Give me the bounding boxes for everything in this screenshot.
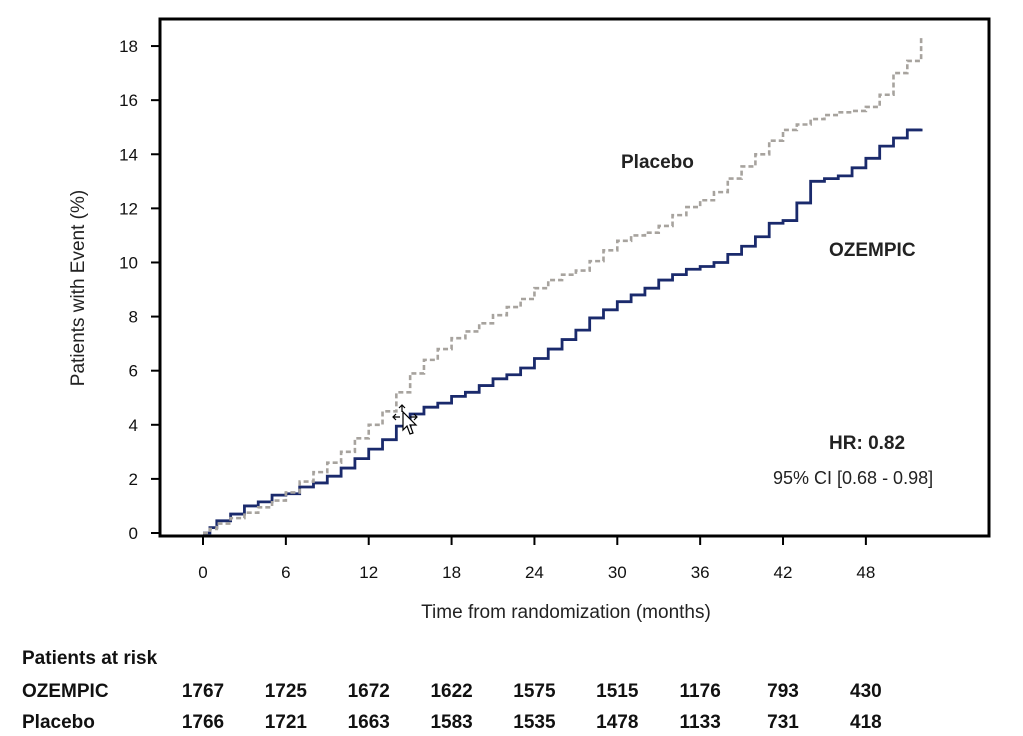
x-tick-label: 48 [856,563,875,582]
y-axis-title: Patients with Event (%) [68,190,89,386]
x-tick-label: 6 [281,563,290,582]
y-tick-label: 4 [129,416,138,435]
y-tick-label: 12 [119,199,138,218]
y-tick-label: 14 [119,145,138,164]
y-axis: 0 2 4 6 8 10 12 14 16 18 [119,37,160,543]
series-layer [203,35,923,535]
x-tick-label: 0 [198,563,207,582]
series-line-placebo [203,35,923,535]
x-tick-label: 24 [525,563,544,582]
y-tick-label: 6 [129,362,138,381]
risk-value: 1663 [347,712,390,733]
risk-row-name: OZEMPIC [22,681,109,702]
risk-value: 1583 [430,712,473,733]
risk-value: 793 [767,681,799,702]
y-tick-label: 2 [129,470,138,489]
risk-row-name: Placebo [22,712,95,733]
risk-value: 1672 [347,681,390,702]
risk-value: 1721 [264,712,307,733]
risk-value: 1133 [679,712,721,733]
x-tick-label: 30 [608,563,627,582]
risk-row-placebo: Placebo 1766 1721 1663 1583 1535 1478 1133 731 4… [22,709,1002,736]
series-line-ozempic [203,128,923,535]
risk-value: 1515 [596,681,639,702]
y-tick-label: 16 [119,91,138,110]
y-tick-label: 10 [119,253,138,272]
y-tick-label: 18 [119,37,138,56]
patients-at-risk-table: Patients at risk OZEMPIC 1767 1725 1672 162… [22,644,1002,736]
x-tick-label: 42 [774,563,793,582]
x-tick-label: 12 [359,563,378,582]
hazard-ratio-value: 0.82 [868,433,905,454]
x-axis: 0 6 12 18 24 30 36 42 48 [198,536,875,582]
risk-value: 1767 [181,681,225,702]
risk-value: 1725 [264,681,307,702]
y-tick-label: 0 [129,524,138,543]
risk-value: 418 [850,712,882,733]
placebo-series-label: Placebo [621,152,694,173]
risk-value: 430 [850,681,882,702]
risk-value: 1575 [513,681,556,702]
risk-row-ozempic: OZEMPIC 1767 1725 1672 1622 1575 1515 1176 793 4… [22,678,1002,705]
x-tick-label: 36 [691,563,710,582]
x-tick-label: 18 [442,563,461,582]
risk-table-title: Patients at risk [22,648,158,669]
ozempic-series-label: OZEMPIC [829,240,916,261]
move-cursor-icon [392,404,418,435]
hazard-ratio: HR: 0.82 [829,433,905,454]
risk-value: 1766 [181,712,225,733]
confidence-interval: 95% CI [0.68 - 0.98] [773,468,933,488]
risk-value: 1622 [430,681,473,702]
risk-value: 731 [767,712,799,733]
risk-value: 1478 [596,712,639,733]
risk-value: 1535 [513,712,556,733]
x-axis-title: Time from randomization (months) [421,602,711,623]
risk-value: 1176 [679,681,721,702]
plot-frame [158,17,991,538]
hazard-ratio-prefix: HR: [829,433,868,454]
y-tick-label: 8 [129,308,138,327]
